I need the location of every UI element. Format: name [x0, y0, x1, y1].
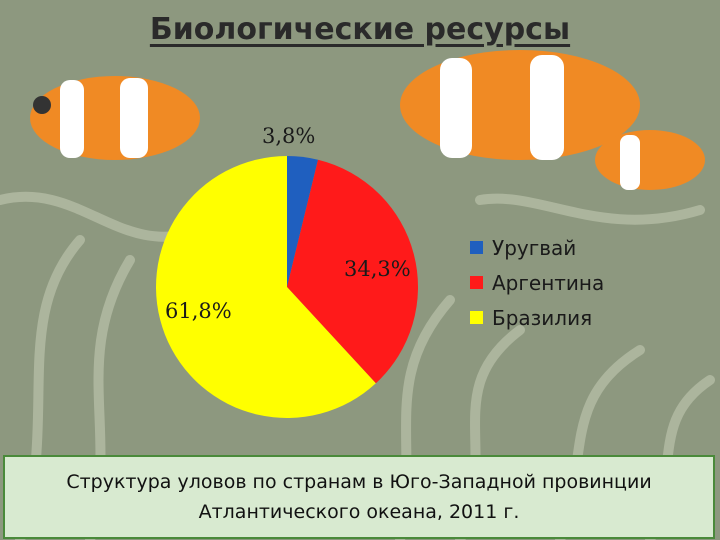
- pie-slice-brazil: [156, 156, 376, 418]
- slice-label-brazil: 61,8%: [165, 299, 232, 323]
- caption-line-2: Атлантического океана, 2011 г.: [198, 501, 520, 523]
- legend-item-uruguay: Уругвай: [470, 230, 604, 265]
- legend-label: Бразилия: [492, 305, 593, 330]
- legend-item-brazil: Бразилия: [470, 300, 604, 335]
- legend-label: Уругвай: [492, 235, 577, 260]
- chart-legend: Уругвай Аргентина Бразилия: [470, 230, 604, 335]
- caption-line-1: Структура уловов по странам в Юго-Западн…: [66, 471, 652, 493]
- pie-slice-argentina: [287, 159, 419, 384]
- legend-swatch: [470, 241, 483, 254]
- legend-item-argentina: Аргентина: [470, 265, 604, 300]
- legend-swatch: [470, 276, 483, 289]
- slide-title: Биологические ресурсы: [149, 12, 571, 47]
- legend-label: Аргентина: [492, 270, 605, 295]
- clownfish-right-icon: [400, 50, 705, 190]
- slice-label-argentina: 34,3%: [344, 257, 411, 281]
- slice-label-uruguay: 3,8%: [262, 124, 315, 148]
- chart-caption: Структура уловов по странам в Юго-Западн…: [3, 455, 715, 539]
- clownfish-left-icon: [30, 76, 200, 160]
- pie-slice-uruguay: [287, 156, 319, 287]
- legend-swatch: [470, 311, 483, 324]
